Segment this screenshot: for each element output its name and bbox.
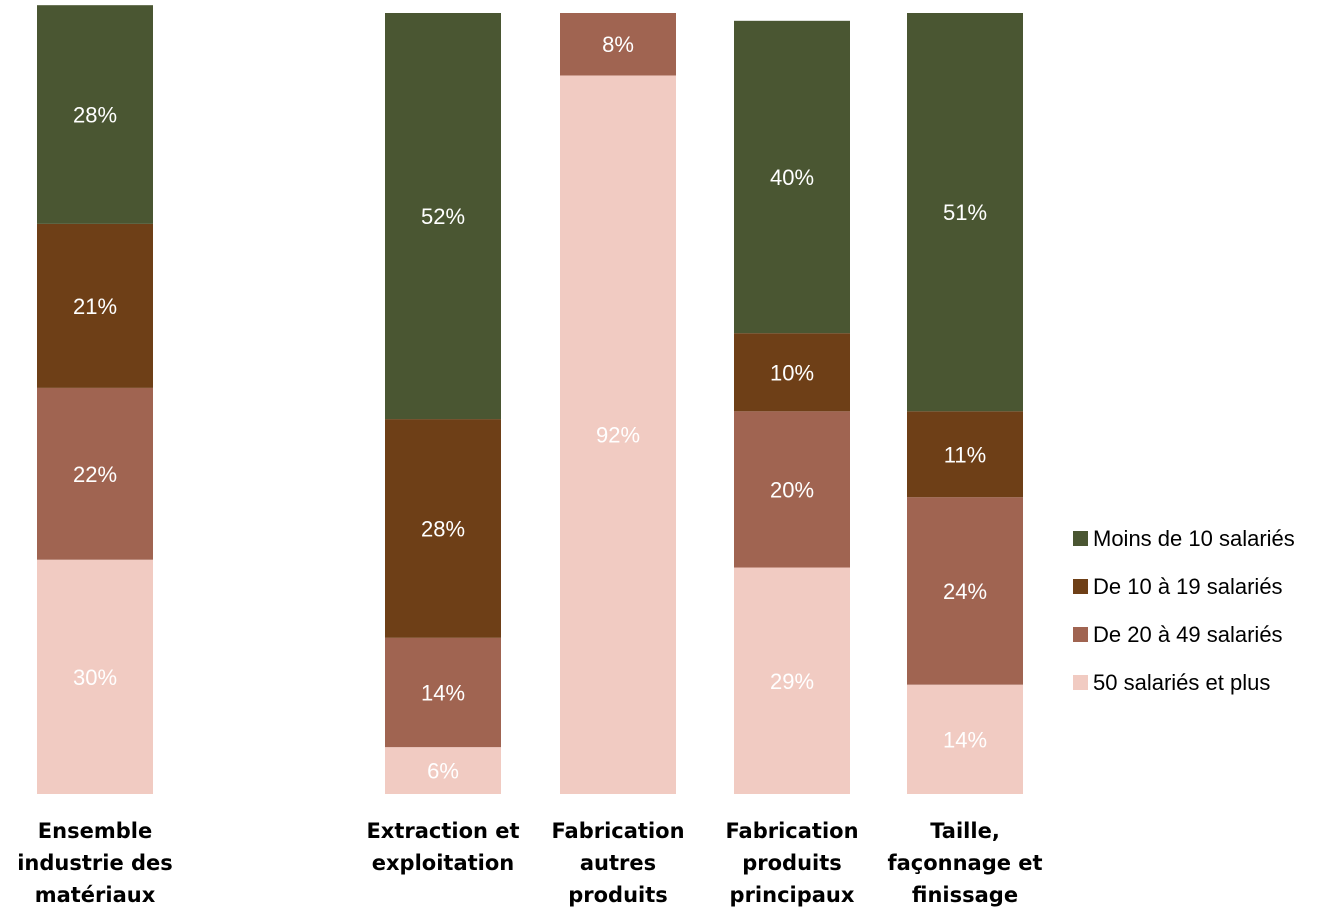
category-labels-group: Ensemble industrie des matériaux Extraction… (17, 819, 1042, 907)
legend: Moins de 10 salariés De 10 à 19 salariés D… (1073, 526, 1295, 695)
category-label-line: produits (568, 883, 668, 907)
bar-segment-5-50-salaries-et-plus (907, 684, 1023, 794)
data-label: 14% (421, 680, 465, 705)
bar-segment-2-de-20-a-49-salaries (385, 637, 501, 748)
category-label: Fabrication produits principaux (725, 819, 858, 907)
legend-label-moins-de-10-salaries: Moins de 10 salariés (1093, 526, 1295, 551)
segment-labels-group: 30% 22% 21% 28% 6% 14% 28% 52% 92% 8% 29% 20% 10% 40%… (73, 32, 987, 783)
bar-segment-1-de-10-a-19-salaries (37, 223, 153, 388)
bar-segment-1-50-salaries-et-plus (37, 559, 153, 794)
bar-segment-4-moins-de-10-salaries (734, 20, 850, 334)
data-label: 28% (73, 103, 117, 128)
bar-segment-4-50-salaries-et-plus (734, 567, 850, 794)
bar-segment-2-moins-de-10-salaries (385, 13, 501, 420)
category-label-line: finissage (912, 883, 1018, 907)
bars-group (37, 5, 1023, 795)
bar-segment-1-moins-de-10-salaries (37, 5, 153, 224)
category-label-line: produits (742, 851, 842, 875)
category-label-line: industrie des (17, 851, 173, 875)
bar-segment-3-de-20-a-49-salaries (560, 13, 676, 76)
category-label-line: Ensemble (38, 819, 152, 843)
category-label: Fabrication autres produits (551, 819, 684, 907)
data-label: 40% (770, 165, 814, 190)
category-label: Taille, façonnage et finissage (887, 819, 1042, 907)
category-label-line: Taille, (930, 819, 1000, 843)
category-label-line: principaux (730, 883, 855, 907)
category-label-line: autres (580, 851, 656, 875)
legend-swatch-de-10-a-19-salaries (1073, 579, 1088, 594)
data-label: 14% (943, 727, 987, 752)
data-label: 8% (602, 32, 634, 57)
category-label: Ensemble industrie des matériaux (17, 819, 173, 907)
category-label-line: exploitation (372, 851, 514, 875)
bar-segment-2-50-salaries-et-plus (385, 747, 501, 794)
category-label-line: façonnage et (887, 851, 1042, 875)
legend-swatch-moins-de-10-salaries (1073, 531, 1088, 546)
bar-segment-5-de-10-a-19-salaries (907, 411, 1023, 498)
bar-segment-3-50-salaries-et-plus (560, 75, 676, 795)
data-label: 51% (943, 200, 987, 225)
data-label: 11% (944, 442, 986, 467)
bar-segment-5-de-20-a-49-salaries (907, 497, 1023, 685)
data-label: 10% (770, 360, 814, 385)
data-label: 92% (596, 423, 640, 448)
data-label: 6% (427, 759, 459, 784)
legend-swatch-de-20-a-49-salaries (1073, 627, 1088, 642)
legend-swatch-50-salaries-et-plus (1073, 675, 1088, 690)
legend-label-de-20-a-49-salaries: De 20 à 49 salariés (1093, 622, 1283, 647)
category-label-line: Fabrication (551, 819, 684, 843)
bar-segment-1-de-20-a-49-salaries (37, 387, 153, 560)
data-label: 22% (73, 462, 117, 487)
bar-segment-2-de-10-a-19-salaries (385, 419, 501, 638)
data-label: 28% (421, 516, 465, 541)
legend-label-50-salaries-et-plus: 50 salariés et plus (1093, 670, 1270, 695)
category-label-line: matériaux (35, 883, 156, 907)
category-label-line: Fabrication (725, 819, 858, 843)
category-label: Extraction et exploitation (366, 819, 519, 875)
bar-segment-4-de-10-a-19-salaries (734, 333, 850, 412)
legend-label-de-10-a-19-salaries: De 10 à 19 salariés (1093, 574, 1283, 599)
data-label: 24% (943, 579, 987, 604)
data-label: 21% (73, 294, 117, 319)
data-label: 30% (73, 665, 117, 690)
data-label: 29% (770, 669, 814, 694)
bar-segment-5-moins-de-10-salaries (907, 13, 1023, 412)
data-label: 20% (770, 477, 814, 502)
bar-segment-4-de-20-a-49-salaries (734, 411, 850, 568)
category-label-line: Extraction et (366, 819, 519, 843)
data-label: 52% (421, 204, 465, 229)
